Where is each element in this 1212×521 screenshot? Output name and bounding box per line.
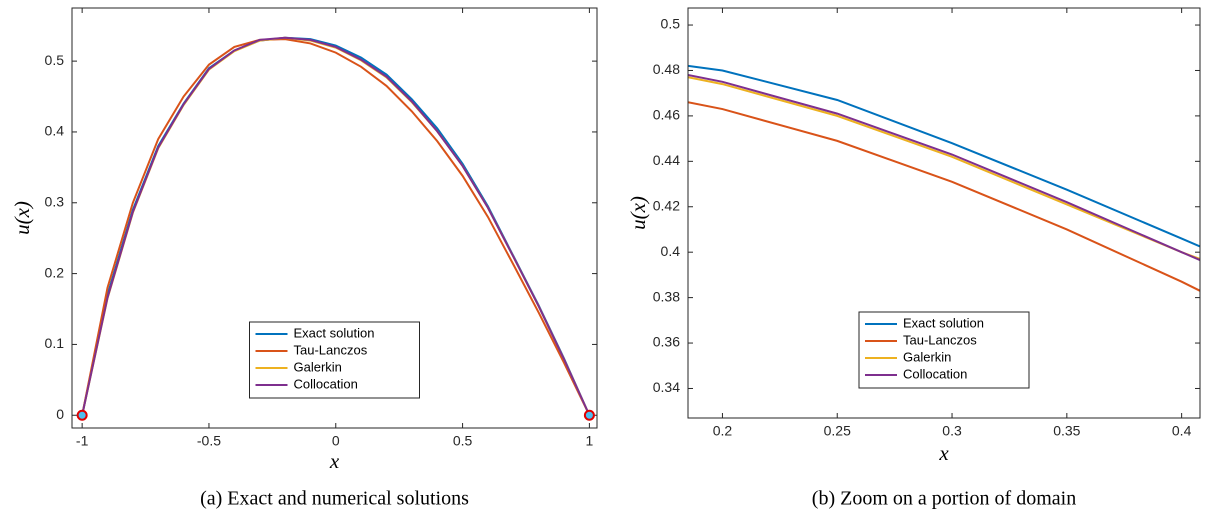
x-tick-label: 0.25 <box>824 423 851 439</box>
x-tick-label: 1 <box>585 433 593 449</box>
x-tick-label: -0.5 <box>197 433 221 449</box>
boundary-point <box>583 409 595 421</box>
series-line <box>688 64 1200 248</box>
y-tick-label: 0.38 <box>653 288 680 304</box>
axes-box <box>71 7 598 429</box>
x-tick-label: 0 <box>332 433 340 449</box>
x-tick-label: -1 <box>76 433 89 449</box>
y-axis-label: u(x) <box>10 201 34 235</box>
x-tick-label: 0.4 <box>1172 423 1192 439</box>
caption: (a) Exact and numerical solutions <box>200 488 469 510</box>
boundary-point <box>76 409 88 421</box>
x-tick-label: 0.5 <box>453 433 473 449</box>
x-tick-label: 0.3 <box>942 423 962 439</box>
y-tick-label: 0.34 <box>653 379 680 395</box>
y-tick-label: 0.36 <box>653 334 680 350</box>
series-line <box>688 101 1200 292</box>
legend-label: Collocation <box>294 376 358 391</box>
y-tick-label: 0.42 <box>653 197 680 213</box>
axes-box <box>687 7 1201 419</box>
y-tick-label: 0.5 <box>45 52 65 68</box>
legend-label: Exact solution <box>903 315 984 330</box>
x-axis-label: x <box>938 441 949 465</box>
y-axis-label: u(x) <box>626 196 650 230</box>
y-tick-label: 0.44 <box>653 152 680 168</box>
y-tick-label: 0.2 <box>45 264 65 280</box>
legend-label: Tau-Lanczos <box>903 332 977 347</box>
y-tick-label: 0.1 <box>45 335 65 351</box>
x-tick-label: 0.2 <box>713 423 733 439</box>
y-tick-label: 0.48 <box>653 61 680 77</box>
y-tick-label: 0.4 <box>45 123 65 139</box>
series-line <box>81 38 591 416</box>
y-tick-label: 0.3 <box>45 193 65 209</box>
legend-label: Galerkin <box>903 349 951 364</box>
legend-label: Collocation <box>903 366 967 381</box>
legend-label: Galerkin <box>294 359 342 374</box>
y-tick-label: 0 <box>56 406 64 422</box>
x-tick-label: 0.35 <box>1053 423 1080 439</box>
caption: (b) Zoom on a portion of domain <box>812 488 1076 510</box>
series-line <box>688 74 1200 262</box>
x-axis-label: x <box>329 449 340 473</box>
y-tick-label: 0.5 <box>661 16 681 32</box>
series-line <box>81 36 591 416</box>
legend-label: Exact solution <box>294 325 375 340</box>
y-tick-label: 0.46 <box>653 107 680 123</box>
y-tick-label: 0.4 <box>661 243 681 259</box>
legend-label: Tau-Lanczos <box>294 342 368 357</box>
